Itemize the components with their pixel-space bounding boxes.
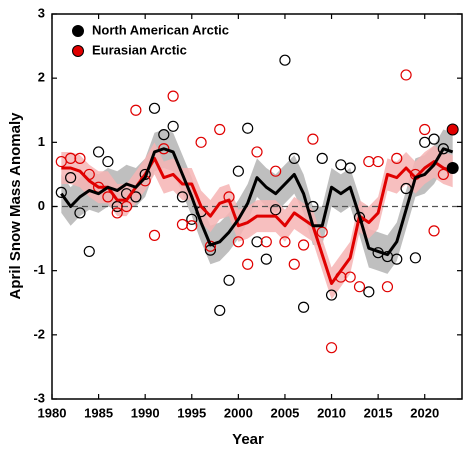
data-point <box>251 146 263 158</box>
data-point <box>242 258 254 270</box>
data-point <box>186 220 198 232</box>
y-tick-label: -3 <box>33 390 45 405</box>
latest-point <box>446 123 459 136</box>
data-point <box>381 281 394 293</box>
data-point <box>111 207 123 219</box>
data-point <box>167 90 179 102</box>
x-tick-label: 2015 <box>364 405 393 420</box>
data-point <box>214 123 226 136</box>
legend-marker <box>72 45 84 57</box>
x-tick-label: 2005 <box>270 405 299 420</box>
data-point <box>419 136 431 148</box>
data-point <box>409 252 422 264</box>
data-point <box>65 152 77 164</box>
data-point <box>325 289 338 301</box>
x-tick-label: 2000 <box>224 405 253 420</box>
x-tick-label: 1985 <box>84 405 113 420</box>
data-point <box>195 136 207 148</box>
data-point <box>65 172 77 184</box>
data-point <box>176 191 189 203</box>
data-point <box>288 152 300 164</box>
data-point <box>419 123 431 136</box>
data-point <box>102 155 114 168</box>
data-point <box>279 54 291 66</box>
data-point <box>55 186 67 198</box>
data-point <box>363 155 375 168</box>
x-axis-title: Year <box>232 431 264 448</box>
data-point <box>74 152 86 164</box>
data-point <box>130 191 142 203</box>
data-point <box>391 152 403 164</box>
data-point <box>316 152 328 164</box>
y-tick-label: 0 <box>38 198 45 213</box>
smoothed-line <box>60 147 454 257</box>
x-tick-label: 2010 <box>317 405 346 420</box>
data-point <box>214 304 226 317</box>
x-tick-label: 2020 <box>410 405 439 420</box>
data-point <box>260 236 272 248</box>
data-point <box>325 342 338 354</box>
data-point <box>130 104 142 116</box>
data-point <box>167 120 179 132</box>
data-point <box>335 159 347 171</box>
data-point <box>353 281 366 293</box>
data-point <box>297 239 310 251</box>
x-tick-label: 1995 <box>177 405 206 420</box>
data-point <box>428 133 440 145</box>
data-point <box>391 253 403 265</box>
data-point <box>223 274 235 286</box>
data-point <box>372 155 384 168</box>
data-point <box>176 218 189 231</box>
data-point <box>232 165 244 177</box>
data-point <box>83 245 95 258</box>
latest-point <box>446 162 459 174</box>
data-point <box>307 133 319 145</box>
data-point <box>279 236 291 248</box>
data-point <box>92 146 105 158</box>
legend-label: North American Arctic <box>92 22 229 37</box>
data-point <box>102 191 114 203</box>
data-point <box>437 143 449 155</box>
data-point <box>232 236 244 248</box>
data-point <box>270 165 282 177</box>
data-point <box>158 143 170 155</box>
data-point <box>344 271 356 283</box>
uncertainty-band <box>61 142 453 300</box>
data-point <box>344 162 356 174</box>
data-point <box>148 229 161 241</box>
y-tick-label: 1 <box>38 134 45 149</box>
x-tick-label: 1980 <box>38 405 67 420</box>
data-point <box>260 253 272 265</box>
data-point <box>74 207 86 219</box>
data-point <box>148 102 161 114</box>
data-point <box>186 213 198 225</box>
data-point <box>158 129 170 141</box>
y-tick-label: -1 <box>33 262 45 277</box>
data-point <box>242 122 254 134</box>
data-point <box>288 258 300 270</box>
data-point <box>363 286 375 298</box>
smoothed-line <box>61 156 454 285</box>
y-tick-label: -2 <box>33 326 45 341</box>
y-tick-label: 3 <box>38 5 45 20</box>
data-point <box>400 69 412 81</box>
data-point <box>251 236 263 248</box>
legend-marker <box>72 25 84 37</box>
data-point <box>428 225 440 237</box>
y-tick-label: 2 <box>38 70 45 85</box>
x-tick-label: 1990 <box>131 405 160 420</box>
data-point <box>297 301 310 313</box>
y-axis-title: April Snow Mass Anomaly <box>7 112 24 300</box>
legend-label: Eurasian Arctic <box>92 42 187 57</box>
